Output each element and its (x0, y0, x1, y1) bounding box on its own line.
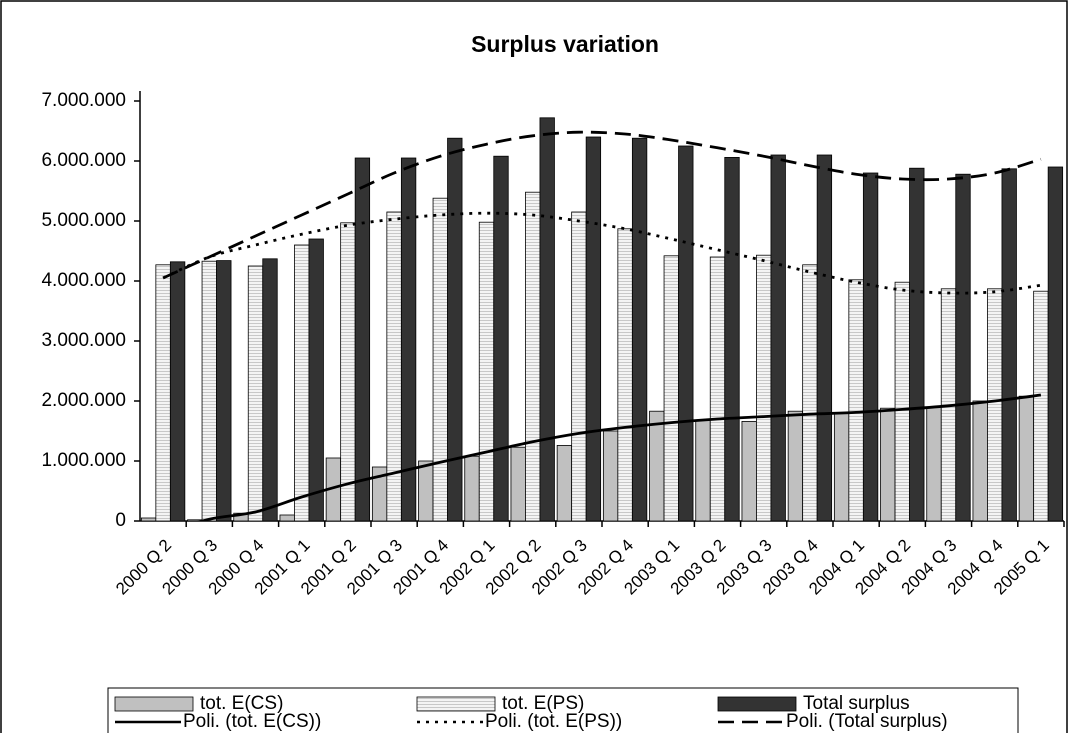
trend-lines (162, 130, 1042, 521)
bar (418, 460, 434, 522)
bar (279, 514, 295, 522)
y-tick-label: 3.000.000 (41, 330, 126, 351)
chart-title: Surplus variation (471, 31, 659, 57)
bar (447, 137, 463, 522)
bar (308, 238, 324, 522)
y-tick-label: 1.000.000 (41, 450, 126, 471)
bar (649, 410, 665, 522)
bar (987, 288, 1003, 522)
bar (709, 256, 726, 522)
bar (464, 455, 480, 522)
bar (631, 137, 648, 522)
bar (787, 410, 804, 522)
legend-swatch (416, 696, 496, 712)
bar (1033, 290, 1049, 522)
y-tick-label: 5.000.000 (41, 210, 126, 231)
bar (155, 264, 171, 522)
bar (663, 255, 679, 522)
bar (1018, 395, 1035, 522)
legend-label: Total surplus (803, 693, 910, 714)
bar (262, 258, 278, 522)
bar (802, 264, 818, 522)
bar (972, 400, 988, 522)
legend-label: Poli. (tot. E(PS)) (485, 711, 622, 732)
legend-box (107, 687, 1019, 733)
bar (478, 221, 495, 522)
bar (926, 406, 942, 522)
bar (493, 155, 509, 522)
legend-label: Poli. (tot. E(CS)) (183, 711, 321, 732)
bar (340, 222, 356, 522)
bar (216, 260, 232, 522)
bar (556, 444, 573, 522)
bar (894, 281, 910, 522)
bar (602, 430, 619, 522)
bar (862, 172, 879, 522)
bar (432, 197, 448, 522)
legend-label: tot. E(CS) (200, 693, 283, 714)
bar (909, 167, 925, 522)
bar (201, 260, 217, 522)
legend-label: Poli. (Total surplus) (786, 711, 948, 732)
bar (617, 228, 633, 522)
bar (816, 154, 833, 522)
legend-swatch (114, 696, 194, 712)
bar (510, 446, 526, 522)
bar (539, 117, 555, 522)
bar (955, 173, 971, 522)
legend-swatch (717, 696, 797, 712)
bar (140, 517, 157, 522)
legend-label: tot. E(PS) (502, 693, 584, 714)
bar (695, 419, 711, 522)
plot-area: 0 1.000.000 2.000.000 3.000.000 4.000.000 5.0… (41, 90, 1065, 598)
y-tick-label: 7.000.000 (41, 90, 126, 111)
bar (571, 211, 587, 522)
bar (525, 191, 541, 522)
bar (354, 157, 371, 522)
y-tick-label: 4.000.000 (41, 270, 126, 291)
bar (770, 154, 786, 522)
bar (724, 156, 740, 522)
bar (585, 136, 602, 522)
y-tick-label: 0 (115, 510, 126, 531)
bar (1001, 168, 1017, 522)
bar (678, 145, 694, 522)
y-tick-label: 2.000.000 (41, 390, 126, 411)
trend-line (196, 393, 1042, 521)
y-tick-label: 6.000.000 (41, 150, 126, 171)
bar (848, 279, 864, 522)
bar (169, 261, 186, 522)
bar (294, 244, 310, 522)
bar (1047, 166, 1064, 522)
bar (247, 265, 264, 522)
bar (833, 412, 850, 522)
bar (756, 254, 772, 522)
bar (400, 157, 417, 522)
bar (741, 420, 757, 522)
bar (880, 407, 896, 522)
trend-line (162, 130, 1042, 280)
